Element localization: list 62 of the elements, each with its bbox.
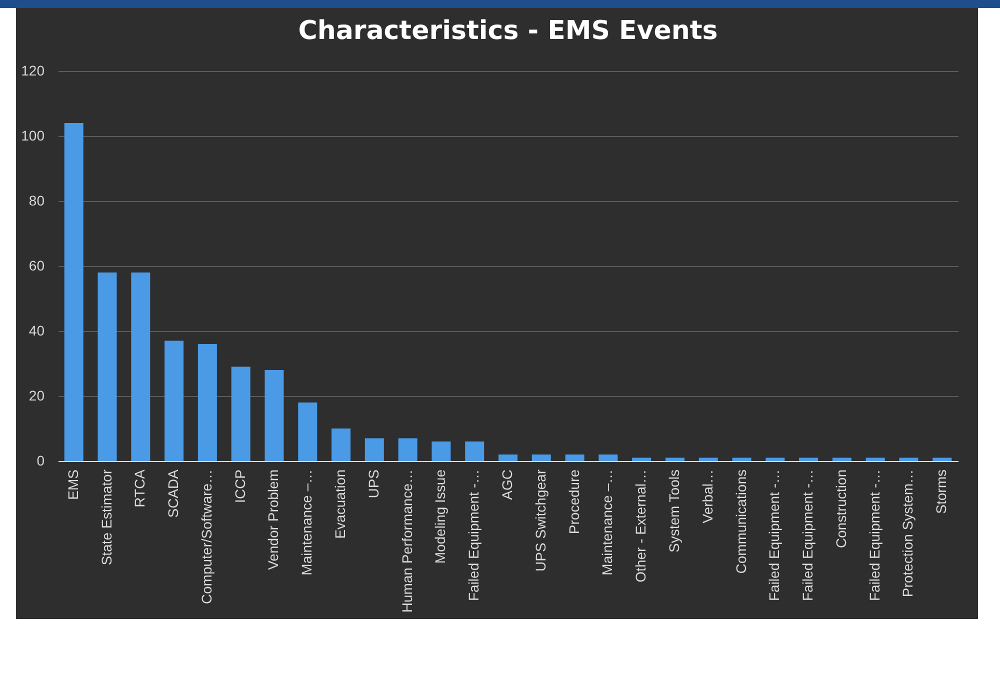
x-tick-label: Protection System… [900, 470, 916, 598]
bar [364, 438, 384, 461]
bar [398, 438, 418, 461]
x-tick-label: UPS [365, 470, 382, 498]
x-tick-label: Storms [933, 470, 950, 514]
bar [131, 272, 150, 461]
y-tick-label: 80 [28, 192, 45, 208]
bar [698, 458, 718, 461]
chart-title: Characteristics - EMS Events [298, 16, 718, 46]
x-tick-label: Modeling Issue [432, 469, 448, 564]
bar [899, 458, 918, 461]
x-tick-label: Vendor Problem [265, 470, 282, 570]
bar [64, 123, 84, 461]
bar [164, 340, 184, 461]
bar [98, 272, 117, 461]
x-tick-label: State Estimator [98, 469, 114, 566]
x-tick-label: SCADA [165, 468, 182, 518]
x-tick-label: Computer/Software… [198, 470, 214, 604]
bar [665, 458, 684, 461]
bar [498, 454, 518, 461]
y-tick-label: 100 [21, 128, 45, 144]
bar [766, 458, 785, 461]
bar [832, 458, 852, 461]
y-tick-label: 120 [21, 62, 45, 78]
x-tick-label: Failed Equipment -… [800, 470, 816, 602]
x-tick-label: Verbal… [699, 470, 716, 524]
bar [632, 458, 652, 461]
x-tick-label: ICCP [232, 470, 248, 503]
bar [732, 458, 752, 461]
bar [866, 458, 885, 461]
bar [565, 454, 584, 461]
x-tick-label: AGC [499, 470, 515, 500]
x-tick-label: Other - External… [632, 470, 649, 582]
bar [332, 428, 351, 461]
x-tick-label: Human Performance… [398, 470, 415, 613]
x-tick-label: System Tools [666, 470, 682, 552]
x-tick-label: Failed Equipment -… [866, 470, 882, 602]
y-tick-label: 60 [28, 258, 45, 274]
x-tick-label: Procedure [566, 469, 582, 534]
x-tick-label: Failed Equipment -… [766, 470, 782, 602]
y-tick-label: 40 [28, 322, 45, 338]
bar [231, 366, 250, 461]
bar [598, 454, 618, 461]
x-tick-label: Failed Equipment -… [466, 470, 482, 602]
bar [932, 458, 952, 461]
bar [465, 442, 484, 461]
bar [298, 402, 318, 461]
x-tick-label: Maintenance –… [599, 470, 616, 576]
bar [264, 370, 284, 461]
x-tick-label: Maintenance –… [298, 470, 315, 576]
x-tick-label: UPS Switchgear [532, 469, 548, 572]
y-tick-label: 0 [36, 452, 45, 468]
x-tick-label: Evacuation [332, 470, 348, 539]
bar [532, 454, 551, 461]
bar [432, 442, 451, 461]
bar [799, 458, 818, 461]
x-tick-label: Construction [832, 470, 849, 548]
y-tick-label: 20 [28, 388, 45, 404]
x-tick-label: RTCA [132, 468, 148, 508]
x-tick-label: EMS [64, 470, 81, 500]
x-tick-label: Communications [732, 470, 749, 574]
bar [198, 344, 217, 461]
